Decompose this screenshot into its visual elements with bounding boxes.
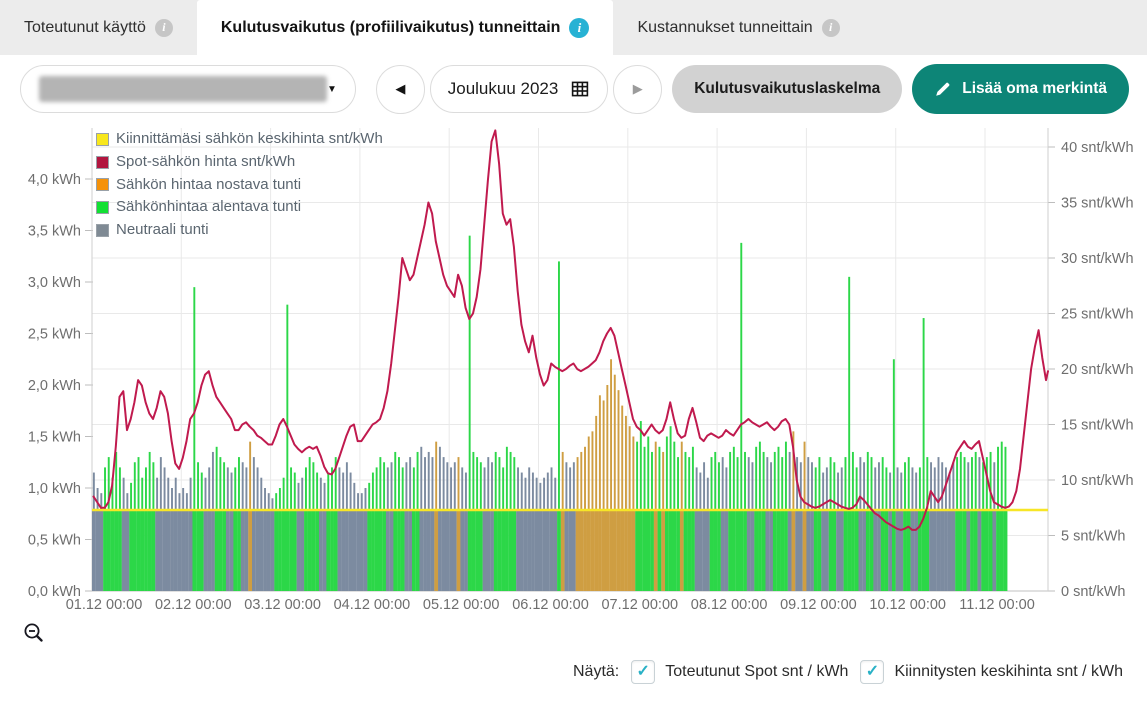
add-own-note-button[interactable]: Lisää oma merkintä: [912, 64, 1129, 114]
check-icon: ✓: [865, 663, 880, 680]
checkbox-fixed-average-price[interactable]: ✓: [860, 660, 885, 684]
show-label: Näytä:: [572, 663, 620, 680]
legend-swatch: [96, 155, 109, 169]
legend-item: Neutraali tunti: [96, 221, 383, 240]
svg-text:11.12 00:00: 11.12 00:00: [959, 597, 1035, 613]
checkbox-label: Toteutunut Spot snt / kWh: [665, 663, 849, 680]
svg-text:10.12 00:00: 10.12 00:00: [869, 597, 946, 613]
pencil-icon: [936, 82, 950, 96]
chart-canvas[interactable]: 01.12 00:00 02.12 00:00 03.12 00:00 04.12 0…: [0, 120, 1147, 620]
svg-text:08.12 00:00: 08.12 00:00: [691, 597, 768, 613]
zoom-out-icon: [24, 623, 43, 642]
svg-text:02.12 00:00: 02.12 00:00: [155, 597, 232, 613]
redacted-selection-text: [39, 76, 327, 102]
consumption-chart[interactable]: Kiinnittämäsi sähkön keskihinta snt/kWh S…: [0, 120, 1147, 620]
chevron-right-icon: ▶: [632, 81, 643, 96]
svg-text:2,5 kWh: 2,5 kWh: [28, 327, 81, 343]
checkbox-label: Kiinnitysten keskihinta snt / kWh: [894, 663, 1123, 680]
display-options-row: Näytä: ✓ Toteutunut Spot snt / kWh ✓ Kii…: [0, 646, 1147, 684]
info-icon[interactable]: i: [154, 18, 173, 37]
tab-label: Kulutusvaikutus (profiilivaikutus) tunne…: [220, 18, 561, 36]
svg-text:20 snt/kWh: 20 snt/kWh: [1061, 362, 1134, 378]
calendar-icon: [572, 81, 589, 97]
tab-kulutusvaikutus[interactable]: Kulutusvaikutus (profiilivaikutus) tunne…: [196, 0, 614, 55]
tab-label: Kustannukset tunneittain: [637, 18, 813, 36]
svg-text:35 snt/kWh: 35 snt/kWh: [1061, 196, 1134, 212]
legend-label: Spot-sähkön hinta snt/kWh: [116, 152, 296, 170]
chevron-left-icon: ◀: [395, 81, 406, 96]
legend-label: Sähkön hintaa nostava tunti: [116, 175, 302, 193]
legend-swatch: [96, 132, 109, 146]
legend-swatch: [96, 201, 109, 215]
svg-text:5 snt/kWh: 5 snt/kWh: [1061, 529, 1125, 545]
check-icon: ✓: [636, 663, 650, 680]
next-month-button[interactable]: ▶: [613, 64, 663, 114]
tab-label: Toteutunut käyttö: [24, 18, 146, 36]
checkbox-realized-spot[interactable]: ✓: [631, 660, 656, 684]
svg-text:15 snt/kWh: 15 snt/kWh: [1061, 418, 1134, 434]
legend-item: Sähkön hintaa nostava tunti: [96, 176, 383, 195]
legend-item: Spot-sähkön hinta snt/kWh: [96, 153, 383, 172]
svg-text:07.12 00:00: 07.12 00:00: [601, 597, 678, 613]
svg-text:3,5 kWh: 3,5 kWh: [28, 224, 81, 240]
toggle-fixed-average-price[interactable]: ✓ Kiinnitysten keskihinta snt / kWh: [860, 660, 1123, 684]
previous-month-button[interactable]: ◀: [375, 64, 425, 114]
add-own-note-label: Lisää oma merkintä: [962, 80, 1107, 97]
svg-text:2,0 kWh: 2,0 kWh: [28, 378, 81, 394]
legend-label: Sähkönhintaa alentava tunti: [116, 198, 302, 216]
info-icon[interactable]: i: [569, 17, 590, 38]
tab-bar: Toteutunut käyttö i Kulutusvaikutus (pro…: [0, 0, 1147, 55]
zoom-out-button[interactable]: [22, 620, 52, 646]
tab-toteutunut-kaytto[interactable]: Toteutunut käyttö i: [0, 0, 197, 55]
svg-text:30 snt/kWh: 30 snt/kWh: [1061, 251, 1134, 267]
svg-text:25 snt/kWh: 25 snt/kWh: [1061, 307, 1134, 323]
svg-text:04.12 00:00: 04.12 00:00: [334, 597, 411, 613]
svg-text:3,0 kWh: 3,0 kWh: [28, 275, 81, 291]
svg-text:09.12 00:00: 09.12 00:00: [780, 597, 857, 613]
svg-text:03.12 00:00: 03.12 00:00: [244, 597, 321, 613]
tab-kustannukset[interactable]: Kustannukset tunneittain i: [613, 0, 863, 55]
svg-text:06.12 00:00: 06.12 00:00: [512, 597, 589, 613]
tab-bar-filler: [864, 0, 1147, 55]
toolbar: ▼ ◀ Joulukuu 2023 ▶ Kulutusvaikutuslaske…: [0, 55, 1147, 118]
svg-text:05.12 00:00: 05.12 00:00: [423, 597, 500, 613]
consumption-impact-calculation-button[interactable]: Kulutusvaikutuslaskelma: [672, 65, 903, 113]
svg-text:01.12 00:00: 01.12 00:00: [66, 597, 143, 613]
chart-legend: Kiinnittämäsi sähkön keskihinta snt/kWh S…: [96, 130, 383, 244]
svg-text:1,0 kWh: 1,0 kWh: [28, 481, 81, 497]
info-icon[interactable]: i: [821, 18, 840, 37]
legend-item: Kiinnittämäsi sähkön keskihinta snt/kWh: [96, 130, 383, 149]
svg-text:0 snt/kWh: 0 snt/kWh: [1061, 584, 1125, 600]
svg-text:1,5 kWh: 1,5 kWh: [28, 430, 81, 446]
legend-item: Sähkönhintaa alentava tunti: [96, 198, 383, 217]
svg-text:4,0 kWh: 4,0 kWh: [28, 172, 81, 188]
toggle-realized-spot[interactable]: ✓ Toteutunut Spot snt / kWh: [631, 660, 848, 684]
month-picker[interactable]: Joulukuu 2023: [429, 65, 609, 113]
svg-text:0,0 kWh: 0,0 kWh: [28, 584, 81, 600]
legend-swatch: [96, 223, 109, 237]
legend-label: Kiinnittämäsi sähkön keskihinta snt/kWh: [116, 130, 383, 147]
svg-text:40 snt/kWh: 40 snt/kWh: [1061, 140, 1134, 156]
legend-swatch: [96, 178, 109, 192]
chevron-down-icon: ▼: [327, 83, 337, 95]
legend-label: Neutraali tunti: [116, 221, 209, 238]
svg-text:10 snt/kWh: 10 snt/kWh: [1061, 473, 1134, 489]
svg-text:0,5 kWh: 0,5 kWh: [28, 533, 81, 549]
metering-point-select[interactable]: ▼: [20, 65, 356, 113]
selected-month-label: Joulukuu 2023: [447, 79, 559, 98]
